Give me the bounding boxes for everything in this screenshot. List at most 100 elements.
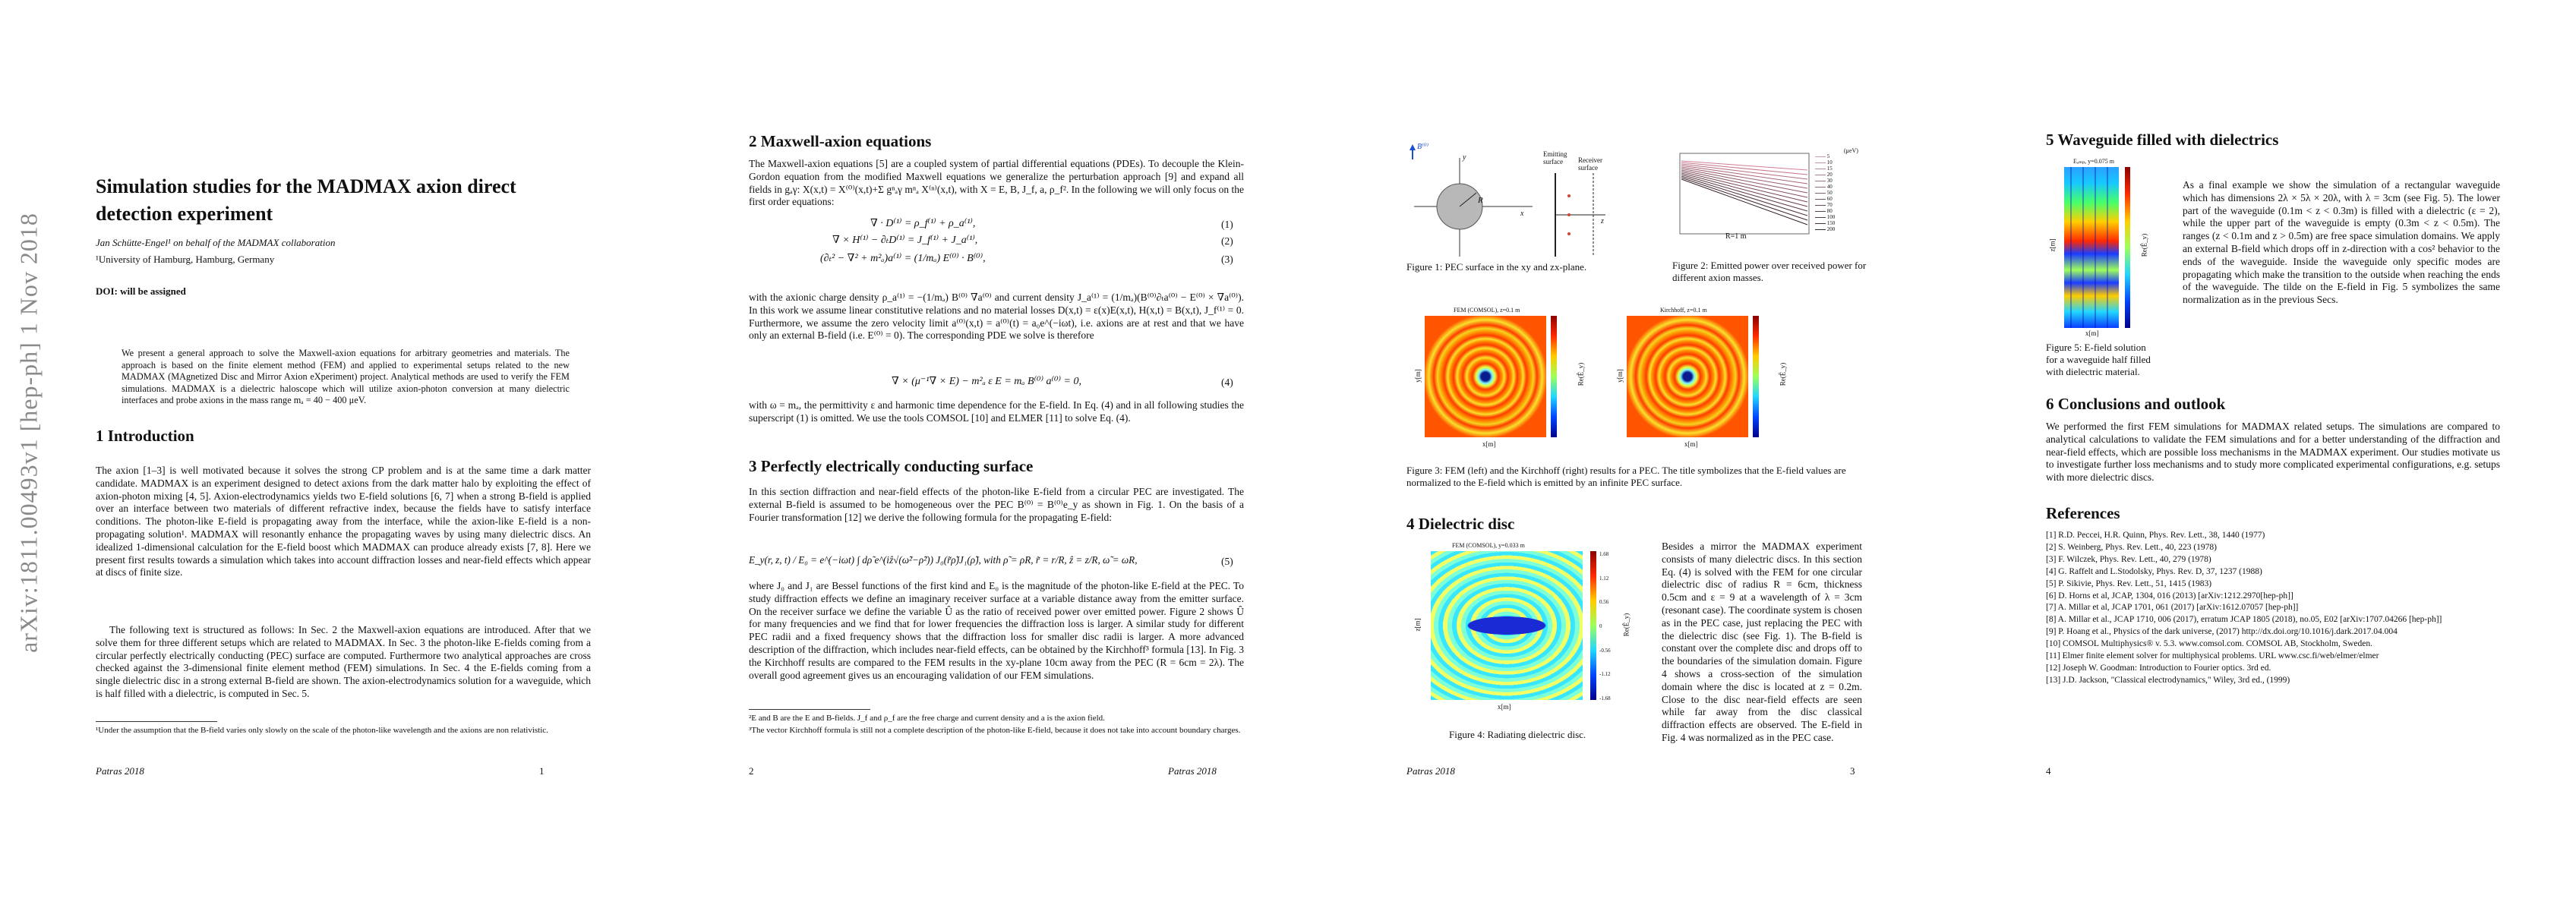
references-list: [1] R.D. Peccei, H.R. Quinn, Phys. Rev. … — [2046, 530, 2502, 687]
reference-item: [2] S. Weinberg, Phys. Rev. Lett., 40, 2… — [2046, 542, 2218, 552]
waveguide-field-map — [2064, 167, 2119, 328]
power-curve — [1681, 171, 1808, 203]
legend-entry: 20 — [1815, 172, 1835, 178]
fig3-y-label: y[m] — [1615, 369, 1624, 383]
maxwell-paragraph-3: with ω = mₐ, the permittivity ε and harm… — [749, 399, 1244, 424]
power-curve — [1681, 172, 1808, 207]
pec-diagram — [1410, 144, 1605, 257]
equation-number-3: (3) — [1221, 254, 1233, 265]
colorbar — [2125, 167, 2130, 328]
page-2: 2 Maxwell-axion equations The Maxwell-ax… — [644, 0, 1288, 911]
equation-1: ∇ · D⁽¹⁾ = ρ_f⁽¹⁾ + ρ_a⁽¹⁾, — [870, 218, 976, 229]
reference-item: [4] G. Raffelt and L.Stodolsky, Phys. Re… — [2046, 566, 2262, 576]
fig2-legend: 5 10 15 20 30 40 50 60 70 80 100 150 200 — [1815, 153, 1835, 232]
paper-title: Simulation studies for the MADMAX axion … — [96, 175, 516, 225]
colorbar — [1551, 316, 1557, 437]
power-curve — [1681, 165, 1808, 184]
power-curve — [1681, 162, 1808, 175]
fig3-cbar-label: Re(Ê_y) — [1577, 362, 1585, 386]
power-curve — [1681, 163, 1808, 180]
figure-1: R B⁽⁰⁾ x y z Emitting surface Receiver s… — [1406, 143, 1612, 261]
equation-5: E_y(r, z, t) / E₀ = e^(−iωt) ∫ dρ̃ e^(iẑ… — [749, 554, 1138, 566]
reference-item: [5] P. Sikivie, Phys. Rev. Lett., 51, 14… — [2046, 578, 2212, 588]
figure-1-caption: Figure 1: PEC surface in the xy and zx-p… — [1406, 261, 1587, 273]
legend-entry: 200 — [1815, 226, 1835, 232]
x-axis-label: x — [1520, 210, 1524, 218]
fig5-y-label: z[m] — [2048, 238, 2057, 252]
legend-entry: 40 — [1815, 184, 1835, 190]
power-curve — [1681, 175, 1808, 216]
maxwell-paragraph-1: The Maxwell-axion equations [5] are a co… — [749, 158, 1244, 208]
fig4-title: FEM (COMSOL), y=0.033 m — [1452, 542, 1525, 549]
section-4-heading: 4 Dielectric disc — [1406, 515, 1515, 533]
reference-item: [8] A. Millar et al., JCAP 1710, 006 (20… — [2046, 615, 2442, 625]
affiliation: ¹University of Hamburg, Hamburg, Germany — [96, 254, 275, 265]
page-number: 1 — [539, 765, 545, 777]
fig4-y-label: z[m] — [1413, 618, 1422, 632]
reference-item: [12] Joseph W. Goodman: Introduction to … — [2046, 663, 2271, 673]
reference-item: [11] Elmer finite element solver for mul… — [2046, 651, 2379, 661]
legend-entry: 50 — [1815, 190, 1835, 196]
reference-item: [9] P. Hoang et al., Physics of the dark… — [2046, 627, 2398, 637]
page-number: 2 — [749, 765, 754, 777]
reference-item: [3] F. Wilczek, Phys. Rev. Lett., 40, 27… — [2046, 554, 2211, 564]
legend-entry: 30 — [1815, 178, 1835, 184]
legend-entry: 10 — [1815, 159, 1835, 165]
section-1-heading: 1 Introduction — [96, 427, 194, 445]
reference-item: [7] A. Millar et al, JCAP 1701, 061 (201… — [2046, 603, 2299, 613]
page-number: 4 — [2046, 765, 2051, 777]
equation-number-4: (4) — [1221, 377, 1233, 388]
fig3-x-label: x[m] — [1684, 440, 1698, 448]
figure-2: R=1 m (μeV) 5 10 15 20 30 40 50 60 70 80… — [1672, 147, 1862, 243]
power-curve — [1681, 168, 1808, 194]
fig3-left-title: FEM (COMSOL), z=0.1 m — [1454, 307, 1520, 314]
colorbar-tick-label: 0 — [1599, 623, 1602, 629]
power-curve — [1681, 174, 1808, 212]
colorbar-tick-label: 0.56 — [1599, 599, 1609, 606]
fig5-x-label: x[m] — [2085, 329, 2099, 337]
reference-item: [1] R.D. Peccei, H.R. Quinn, Phys. Rev. … — [2046, 531, 2265, 540]
equation-2: ∇ × H⁽¹⁾ − ∂ₜD⁽¹⁾ = J_f⁽¹⁾ + J_a⁽¹⁾, — [832, 235, 978, 246]
fig4-x-label: x[m] — [1498, 703, 1511, 711]
reference-item: [13] J.D. Jackson, "Classical electrodyn… — [2046, 675, 2290, 685]
section-5-heading: 5 Waveguide filled with dielectrics — [2046, 131, 2279, 149]
power-curve — [1681, 166, 1808, 189]
fig5-cbar-label: Re(Ê_y) — [2140, 233, 2148, 257]
colorbar-tick-label: 1.68 — [1599, 551, 1609, 557]
colorbar — [1753, 316, 1759, 437]
bfield-label: B⁽⁰⁾ — [1417, 143, 1429, 151]
footnote-rule — [749, 709, 870, 710]
colorbar-tick-label: -1.12 — [1599, 671, 1611, 678]
figure-5-caption: Figure 5: E-field solution for a wavegui… — [2046, 342, 2151, 377]
emitting-surface-label: Emitting surface — [1543, 150, 1567, 165]
equation-3: (∂ₜ² − ∇² + m²ₐ)a⁽¹⁾ = (1/mₐ) E⁽⁰⁾ · B⁽⁰… — [820, 253, 986, 264]
power-curve — [1681, 160, 1808, 171]
figure-3-right: Kirchhoff, z=0.1 m x[m] y[m] Re(Ê_y) — [1615, 307, 1794, 451]
fig4-cbar-label: Re(Ê_y) — [1622, 613, 1631, 637]
legend-entry: 5 — [1815, 153, 1835, 159]
arxiv-stamp: arXiv:1811.00493v1 [hep-ph] 1 Nov 2018 — [14, 213, 43, 653]
waveguide-paragraph: As a final example we show the simulatio… — [2183, 179, 2500, 306]
page-4: 5 Waveguide filled with dielectrics Eₐₘₚ… — [1932, 0, 2576, 911]
power-curve — [1681, 178, 1808, 225]
fig2-x-label: R=1 m — [1725, 232, 1747, 241]
footer: Patras 2018 — [1168, 765, 1217, 777]
fig3-right-title: Kirchhoff, z=0.1 m — [1660, 307, 1707, 314]
authors: Jan Schütte-Engel¹ on behalf of the MADM… — [96, 237, 336, 248]
colorbar — [1590, 551, 1596, 700]
reference-item: [6] D. Horns et al, JCAP, 1304, 016 (201… — [2046, 591, 2293, 601]
figure-4: FEM (COMSOL), y=0.033 m 1.68 1.12 0.56 0 -0.… — [1414, 542, 1642, 717]
power-curve — [1681, 177, 1808, 221]
equation-number-1: (1) — [1221, 219, 1233, 230]
pec-paragraph-2: where J₀ and J₁ are Bessel functions of … — [749, 580, 1244, 681]
legend-entry: 70 — [1815, 202, 1835, 208]
page-3: R B⁽⁰⁾ x y z Emitting surface Receiver s… — [1288, 0, 1932, 911]
colorbar-tick-label: -1.68 — [1599, 695, 1611, 701]
z-axis-label: z — [1601, 217, 1604, 225]
figure-5: Eₐₘₚ, y=0.075 m x[m] z[m] Re(Ê_y) — [2046, 158, 2160, 340]
dielectric-field-map — [1431, 551, 1583, 700]
colorbar-tick-label: -0.56 — [1599, 647, 1611, 654]
radius-label: R — [1478, 196, 1483, 205]
footnote: ¹Under the assumption that the B-field v… — [96, 726, 548, 735]
footnote-3: ³The vector Kirchhoff formula is still n… — [749, 726, 1241, 735]
